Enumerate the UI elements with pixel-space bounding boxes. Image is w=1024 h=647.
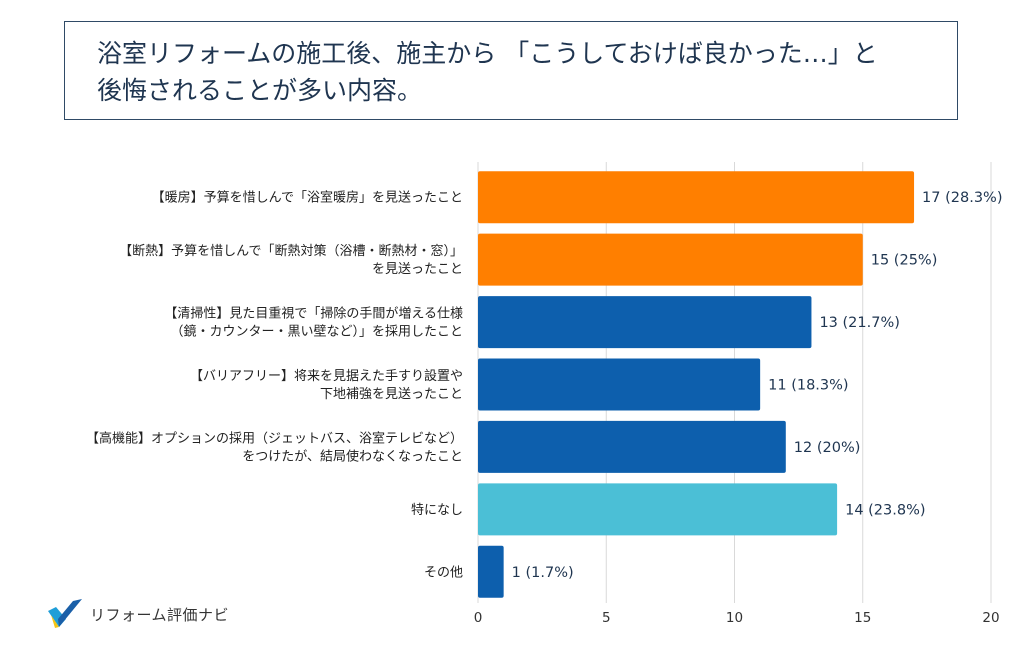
data-label: 14 (23.8%) — [845, 502, 925, 518]
x-tick-label: 10 — [726, 610, 743, 626]
category-label: 【断熱】予算を惜しんで「断熱対策（浴槽・断熱材・窓）」 — [119, 243, 463, 259]
chart-title-line-2: 後悔されることが多い内容。 — [97, 76, 423, 105]
category-label: 【暖房】予算を惜しんで「浴室暖房」を見送ったこと — [152, 190, 463, 206]
category-label: をつけたが、結局使わなくなったこと — [242, 448, 463, 464]
x-tick-label: 5 — [602, 610, 611, 626]
bar — [478, 358, 761, 411]
bar — [478, 545, 504, 598]
data-label: 1 (1.7%) — [512, 565, 574, 581]
chart-title-box: 浴室リフォームの施工後、施主から 「こうしておけば良かった…」と 後悔されること… — [64, 21, 958, 120]
category-label: 特になし — [411, 503, 463, 518]
data-label: 17 (28.3%) — [922, 190, 1002, 206]
bar — [478, 233, 863, 286]
x-tick-label: 0 — [474, 610, 483, 626]
brand-logo-text: リフォーム評価ナビ — [90, 605, 230, 624]
category-label: 【清掃性】見た目重視で「掃除の手間が増える仕様 — [164, 306, 463, 322]
category-label: 【バリアフリー】将来を見据えた手すり設置や — [190, 368, 463, 384]
category-label: その他 — [424, 565, 463, 580]
check-logo-icon — [48, 599, 82, 628]
category-label: 下地補強を見送ったこと — [320, 387, 463, 402]
data-label: 15 (25%) — [871, 253, 938, 269]
category-label: （鏡・カウンター・黒い壁など）」を採用したこと — [170, 325, 463, 340]
chart-title-line-1: 浴室リフォームの施工後、施主から 「こうしておけば良かった…」と — [97, 39, 878, 68]
category-label: を見送ったこと — [372, 262, 463, 277]
bar — [478, 420, 786, 473]
data-label: 13 (21.7%) — [819, 315, 899, 331]
bar — [478, 171, 915, 224]
bar — [478, 296, 812, 349]
data-label: 12 (20%) — [794, 440, 861, 456]
x-tick-label: 15 — [854, 610, 871, 626]
bar — [478, 483, 838, 536]
data-label: 11 (18.3%) — [768, 378, 848, 394]
category-label: 【高機能】オプションの採用（ジェットバス、浴室テレビなど） — [86, 430, 463, 446]
x-tick-label: 20 — [982, 610, 999, 626]
brand-logo: リフォーム評価ナビ — [46, 597, 229, 631]
